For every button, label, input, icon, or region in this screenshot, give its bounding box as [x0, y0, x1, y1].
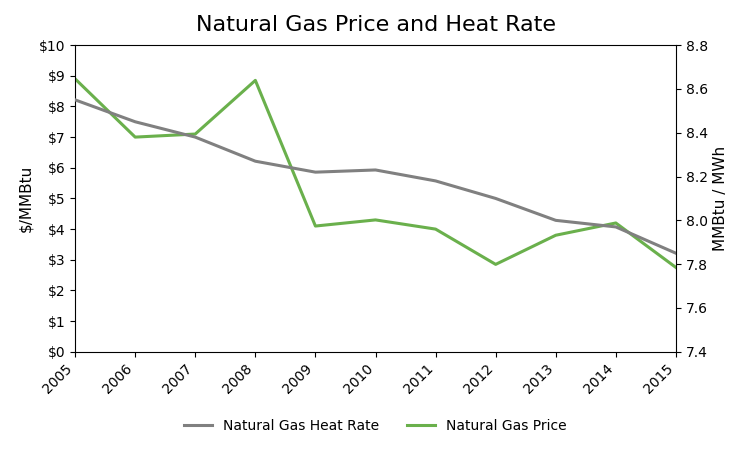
Natural Gas Heat Rate	[251, 158, 260, 164]
Natural Gas Price	[551, 233, 560, 238]
Natural Gas Heat Rate	[71, 97, 80, 102]
Line: Natural Gas Heat Rate: Natural Gas Heat Rate	[75, 100, 676, 253]
Y-axis label: $/MMBtu: $/MMBtu	[18, 165, 33, 232]
Natural Gas Price	[431, 226, 440, 232]
Natural Gas Heat Rate	[491, 196, 500, 201]
Natural Gas Heat Rate	[371, 167, 380, 173]
Line: Natural Gas Price: Natural Gas Price	[75, 79, 676, 267]
Natural Gas Heat Rate	[131, 119, 140, 124]
Natural Gas Heat Rate	[671, 250, 680, 256]
Natural Gas Price	[71, 76, 80, 82]
Natural Gas Price	[371, 217, 380, 223]
Natural Gas Price	[671, 265, 680, 270]
Natural Gas Price	[251, 78, 260, 83]
Legend: Natural Gas Heat Rate, Natural Gas Price: Natural Gas Heat Rate, Natural Gas Price	[177, 412, 574, 440]
Title: Natural Gas Price and Heat Rate: Natural Gas Price and Heat Rate	[195, 15, 556, 35]
Natural Gas Heat Rate	[431, 178, 440, 184]
Y-axis label: MMBtu / MWh: MMBtu / MWh	[713, 146, 728, 251]
Natural Gas Heat Rate	[611, 224, 620, 230]
Natural Gas Heat Rate	[191, 134, 200, 140]
Natural Gas Price	[491, 262, 500, 267]
Natural Gas Price	[611, 220, 620, 226]
Natural Gas Heat Rate	[311, 170, 320, 175]
Natural Gas Price	[191, 131, 200, 137]
Natural Gas Price	[131, 134, 140, 140]
Natural Gas Heat Rate	[551, 218, 560, 223]
Natural Gas Price	[311, 223, 320, 229]
